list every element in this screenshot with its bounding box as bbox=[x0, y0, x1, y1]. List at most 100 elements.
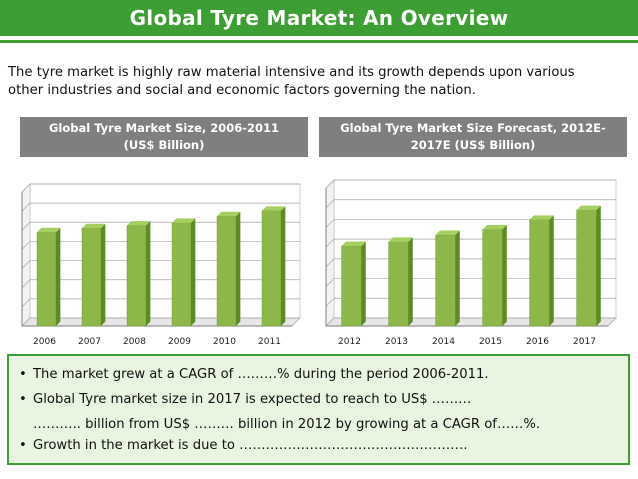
bar-top bbox=[435, 230, 460, 235]
bar-2008 bbox=[126, 221, 151, 327]
bar-front bbox=[81, 227, 102, 327]
x-tick-2009: 2009 bbox=[168, 337, 191, 347]
bar-2017 bbox=[576, 205, 601, 327]
bar-side bbox=[100, 223, 106, 326]
bullet-icon: • bbox=[19, 438, 27, 453]
gridline bbox=[21, 221, 300, 231]
bullet-item-cagr: • The market grew at a CAGR of ………% durin… bbox=[19, 367, 489, 382]
gridline bbox=[325, 278, 616, 287]
gridline bbox=[21, 260, 300, 269]
bar-side bbox=[235, 211, 241, 326]
bar-2015 bbox=[482, 225, 507, 327]
bar-top bbox=[529, 215, 554, 220]
plot-area: 2006 2007 2008 2009 2010 2011 bbox=[21, 183, 301, 347]
bar-2006 bbox=[36, 227, 61, 327]
x-tick-2010: 2010 bbox=[213, 337, 236, 347]
chart-2-title: Global Tyre Market Size Forecast, 2012E-… bbox=[319, 117, 627, 157]
bar-side bbox=[190, 218, 196, 326]
bar-top bbox=[262, 206, 286, 211]
bar-side bbox=[408, 237, 413, 326]
gridline bbox=[21, 202, 300, 212]
bar-top bbox=[82, 223, 106, 229]
gridline bbox=[325, 179, 616, 189]
gridline bbox=[325, 219, 616, 228]
bar-front bbox=[216, 215, 237, 327]
bullet-icon: • bbox=[19, 392, 27, 407]
intro-line-1: The tyre market is highly raw material i… bbox=[8, 65, 575, 80]
bar-front bbox=[341, 245, 362, 327]
key-findings-box: • The market grew at a CAGR of ………% durin… bbox=[7, 354, 630, 465]
bar-top bbox=[482, 225, 507, 230]
gridline bbox=[21, 279, 300, 288]
gridline bbox=[325, 238, 616, 248]
x-tick-2012: 2012 bbox=[338, 337, 361, 347]
gridline bbox=[21, 298, 300, 308]
bar-top bbox=[127, 221, 151, 226]
plot-floor bbox=[325, 317, 617, 327]
bar-top bbox=[576, 205, 601, 211]
bar-top bbox=[341, 241, 366, 246]
title-rule bbox=[0, 40, 638, 43]
gridline bbox=[325, 258, 616, 268]
bar-top bbox=[172, 218, 196, 223]
bar-top bbox=[37, 227, 61, 233]
bar-front bbox=[482, 229, 503, 327]
bullet-icon: • bbox=[19, 367, 27, 382]
bullet-text: The market grew at a CAGR of ………% during… bbox=[33, 367, 489, 382]
plot-back-wall bbox=[29, 183, 301, 319]
x-tick-2013: 2013 bbox=[385, 337, 408, 347]
bar-front bbox=[171, 222, 192, 327]
bar-front bbox=[529, 219, 550, 327]
bullet-text: Global Tyre market size in 2017 is expec… bbox=[33, 392, 472, 407]
gridline bbox=[21, 183, 300, 193]
bar-side bbox=[502, 225, 507, 326]
bar-front bbox=[126, 225, 147, 327]
bar-front bbox=[388, 241, 409, 327]
bar-side bbox=[361, 241, 366, 326]
x-tick-2007: 2007 bbox=[78, 337, 101, 347]
chart-market-forecast-2012-2017: 2012 2013 2014 2015 2016 2017 bbox=[325, 179, 617, 347]
x-tick-2015: 2015 bbox=[479, 337, 502, 347]
page-title: Global Tyre Market: An Overview bbox=[129, 6, 509, 30]
bar-2014 bbox=[435, 230, 460, 327]
title-bar: Global Tyre Market: An Overview bbox=[0, 0, 638, 38]
bar-2010 bbox=[216, 211, 241, 327]
plot-floor bbox=[21, 317, 301, 327]
bar-top bbox=[388, 237, 413, 242]
bar-2013 bbox=[388, 237, 413, 327]
intro-text: The tyre market is highly raw material i… bbox=[8, 64, 630, 100]
chart-1-title: Global Tyre Market Size, 2006-2011 (US$ … bbox=[20, 117, 308, 157]
bar-front bbox=[261, 210, 282, 327]
plot-side-wall bbox=[325, 179, 335, 327]
bar-2011 bbox=[261, 206, 286, 327]
bar-top bbox=[217, 211, 241, 217]
bullet-item-growth: • Growth in the market is due to ……………………… bbox=[19, 438, 468, 453]
bar-front bbox=[576, 209, 597, 327]
gridline bbox=[325, 297, 616, 307]
bar-side bbox=[280, 206, 286, 326]
x-tick-2014: 2014 bbox=[432, 337, 455, 347]
plot-back-wall bbox=[333, 179, 617, 319]
intro-line-2: other industries and social and economic… bbox=[8, 83, 476, 98]
x-tick-2016: 2016 bbox=[526, 337, 549, 347]
bar-2007 bbox=[81, 223, 106, 327]
gridline bbox=[21, 241, 300, 250]
chart-market-size-2006-2011: 2006 2007 2008 2009 2010 2011 bbox=[21, 183, 301, 347]
x-tick-2011: 2011 bbox=[258, 337, 281, 347]
plot-side-wall bbox=[21, 183, 31, 327]
x-tick-2008: 2008 bbox=[123, 337, 146, 347]
x-tick-2017: 2017 bbox=[573, 337, 596, 347]
bar-side bbox=[145, 221, 151, 326]
x-tick-2006: 2006 bbox=[33, 337, 56, 347]
bar-side bbox=[596, 205, 601, 326]
plot-area: 2012 2013 2014 2015 2016 2017 bbox=[325, 179, 617, 347]
bullet-continuation: ……….. billion from US$ ……… billion in 20… bbox=[33, 417, 541, 432]
bullet-text: Growth in the market is due to ………………………… bbox=[33, 438, 468, 453]
bar-side bbox=[455, 230, 460, 326]
gridline bbox=[325, 199, 616, 208]
bullet-item-market-size: • Global Tyre market size in 2017 is expe… bbox=[19, 392, 471, 407]
bar-front bbox=[435, 234, 456, 327]
bar-2012 bbox=[341, 241, 366, 327]
bar-2009 bbox=[171, 218, 196, 327]
bar-side bbox=[55, 227, 61, 326]
